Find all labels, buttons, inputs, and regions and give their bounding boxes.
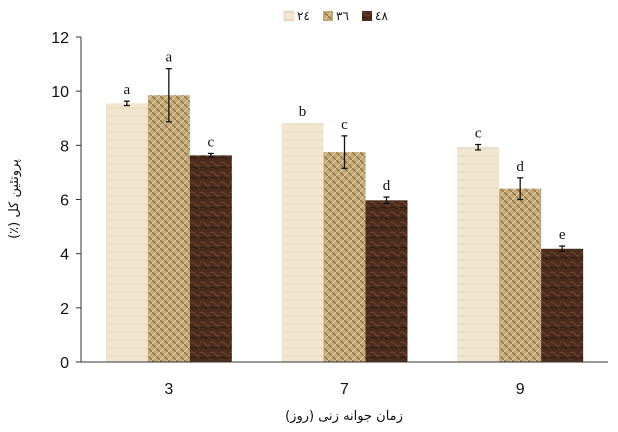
significance-letters: a a c b c d c d e xyxy=(123,50,565,243)
y-tick-label-4: 8 xyxy=(60,138,69,155)
significance-letter-9-series-1: d xyxy=(516,159,524,175)
bar-3-series-1 xyxy=(147,95,190,363)
bar-9-series-1 xyxy=(499,188,542,362)
significance-letter-9-series-2: e xyxy=(559,227,566,243)
legend-swatch-series-1 xyxy=(323,11,333,21)
bar-7-series-2 xyxy=(365,200,408,362)
legend-label-series-0: ۲٤ xyxy=(297,9,310,23)
x-tick-label-2: 9 xyxy=(516,381,525,398)
significance-letter-3-series-1: a xyxy=(165,50,172,66)
error-bars xyxy=(123,68,566,253)
x-axis-title: زمان جوانه زنی (روز) xyxy=(285,409,403,424)
legend-label-series-1: ۳٦ xyxy=(336,9,349,23)
y-tick-label-3: 6 xyxy=(60,193,69,210)
y-tick-label-1: 2 xyxy=(60,301,69,318)
significance-letter-7-series-2: d xyxy=(383,178,391,194)
bar-7-series-0 xyxy=(281,123,324,362)
x-axis-ticks: 3 7 9 xyxy=(164,381,524,398)
x-tick-label-1: 7 xyxy=(340,381,349,398)
legend-swatch-series-2 xyxy=(362,11,372,21)
bar-3-series-2 xyxy=(189,155,232,362)
y-axis-title: پروتئین کل (٪) xyxy=(7,159,22,239)
legend: ۲٤ ۳٦ ٤۸ xyxy=(283,9,388,23)
y-tick-label-2: 4 xyxy=(60,247,69,264)
significance-letter-3-series-2: c xyxy=(207,134,214,150)
bar-7-series-1 xyxy=(323,152,366,362)
y-tick-label-5: 10 xyxy=(51,84,69,101)
legend-swatch-series-0 xyxy=(283,10,295,22)
legend-label-series-2: ٤۸ xyxy=(375,9,388,23)
significance-letter-7-series-1: c xyxy=(341,117,348,133)
significance-letter-9-series-0: c xyxy=(475,126,482,142)
significance-letter-3-series-0: a xyxy=(123,82,130,98)
x-tick-label-0: 3 xyxy=(164,381,173,398)
bar-9-series-2 xyxy=(541,248,584,362)
bars xyxy=(105,95,584,363)
bar-9-series-0 xyxy=(457,147,500,362)
y-tick-label-0: 0 xyxy=(60,355,69,372)
significance-letter-7-series-0: b xyxy=(299,104,307,120)
y-axis-ticks: 0 2 4 6 8 10 12 xyxy=(51,30,81,372)
bar-3-series-0 xyxy=(105,103,148,363)
y-tick-label-6: 12 xyxy=(51,30,69,47)
